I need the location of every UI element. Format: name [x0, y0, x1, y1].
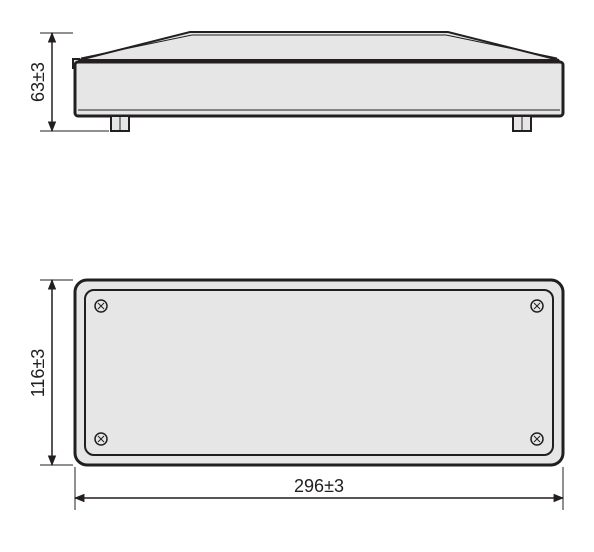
dim-height-front: 116±3 — [28, 280, 73, 465]
technical-drawing: 63±3 116±3 — [0, 0, 594, 552]
dim-width: 296±3 — [75, 467, 563, 510]
lid-top — [79, 32, 559, 62]
side-elevation-view — [73, 32, 563, 131]
mount-foot-right — [513, 116, 531, 131]
mount-foot-left — [111, 116, 129, 131]
inner-plate — [85, 290, 553, 455]
body-box — [75, 62, 563, 116]
screw-tr — [531, 300, 543, 312]
screw-bl — [95, 433, 107, 445]
dim-label-height-front: 116±3 — [28, 349, 48, 398]
screw-br — [531, 433, 543, 445]
dim-label-height-side: 63±3 — [28, 62, 48, 102]
screw-tl — [95, 300, 107, 312]
front-view — [75, 280, 563, 465]
dim-label-width: 296±3 — [294, 476, 344, 496]
